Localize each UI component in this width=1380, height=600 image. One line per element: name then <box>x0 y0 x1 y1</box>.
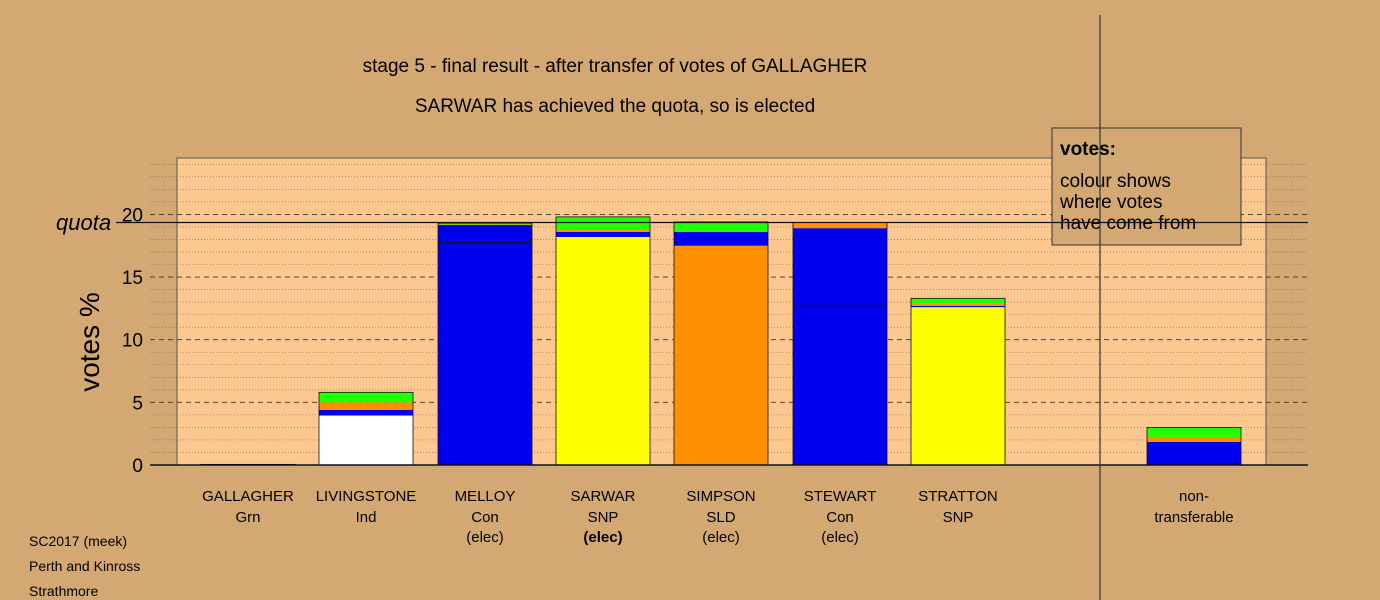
y-tick-label-0: 0 <box>132 456 143 477</box>
bar-segment-4-1 <box>674 231 768 246</box>
y-axis-label: votes % <box>74 292 105 392</box>
bar-segment-1-2 <box>319 402 413 410</box>
category-name-2: MELLOY <box>455 488 516 505</box>
bar-segment-7-0 <box>1147 441 1241 465</box>
category-name-6: STRATTON <box>918 488 997 505</box>
bar-segment-1-0 <box>319 415 413 465</box>
bar-segment-6-1 <box>911 305 1005 308</box>
bar-segment-1-3 <box>319 392 413 403</box>
bar-segment-6-2 <box>911 303 1005 306</box>
bar-non <box>1146 427 1242 466</box>
category-name-4: SIMPSON <box>686 488 755 505</box>
bar-segment-3-2 <box>556 229 650 232</box>
category-name-7: non- <box>1179 488 1209 505</box>
legend-line-2: where votes <box>1059 192 1162 213</box>
bar-segment-1-1 <box>319 409 413 416</box>
bar-segment-7-1 <box>1147 436 1241 442</box>
category-party-6: SNP <box>943 509 974 526</box>
category-party-1: Ind <box>356 509 377 526</box>
bar-segment-6-3 <box>911 298 1005 304</box>
bar-segment-7-2 <box>1147 427 1241 437</box>
bar-segment-3-3 <box>556 216 650 230</box>
bar-segment-3-1 <box>556 231 650 237</box>
bar-melloy <box>437 222 533 466</box>
category-party-0: Grn <box>235 509 260 526</box>
bar-segment-5-2 <box>793 222 887 224</box>
bar-stewart <box>792 222 888 466</box>
chart-subtitle: SARWAR has achieved the quota, so is ele… <box>415 96 815 117</box>
category-status-4: (elec) <box>702 529 740 546</box>
category-status-3: (elec) <box>583 529 622 546</box>
category-name-1: LIVINGSTONE <box>316 488 417 505</box>
bar-stratton <box>910 297 1006 466</box>
legend-line-3: have come from <box>1060 213 1196 234</box>
quota-label: quota <box>56 210 111 235</box>
category-party-3: SNP <box>588 509 619 526</box>
bar-segment-2-1 <box>438 224 532 226</box>
bar-livingstone <box>318 391 414 466</box>
bar-segment-6-0 <box>911 307 1005 465</box>
category-party-2: Con <box>471 509 499 526</box>
category-name-0: GALLAGHER <box>202 488 294 505</box>
bars <box>200 216 1242 466</box>
category-status-5: (elec) <box>821 529 859 546</box>
legend-heading: votes: <box>1060 139 1116 160</box>
footer-line-2: Perth and Kinross <box>29 558 140 574</box>
y-tick-label-3: 15 <box>122 268 143 289</box>
category-name-5: STEWART <box>804 488 877 505</box>
footer-line-1: SC2017 (meek) <box>29 533 127 549</box>
category-party-5: Con <box>826 509 854 526</box>
category-labels: GALLAGHER Grn LIVINGSTONE Ind MELLOY Con (elec… <box>202 488 1233 546</box>
axes: 0 5 10 15 20 <box>122 205 1308 477</box>
bar-segment-5-1 <box>793 223 887 229</box>
y-tick-label-1: 5 <box>132 393 143 414</box>
category-status-2: (elec) <box>466 529 504 546</box>
chart-title: stage 5 - final result - after transfer … <box>363 56 868 77</box>
bar-segment-5-0 <box>793 228 887 465</box>
bar-segment-4-2 <box>674 221 768 232</box>
legend-line-1: colour shows <box>1060 171 1171 192</box>
y-tick-label-2: 10 <box>122 331 143 352</box>
bar-segment-2-2 <box>438 223 532 225</box>
legend-box: votes: colour shows where votes have com… <box>1051 127 1242 246</box>
bar-sarwar <box>555 216 651 466</box>
bar-segment-2-0 <box>438 225 532 465</box>
category-party-4: SLD <box>706 509 735 526</box>
y-tick-label-4: 20 <box>122 205 143 226</box>
bar-segment-4-0 <box>674 245 768 465</box>
footer-line-3: Strathmore <box>29 583 98 599</box>
category-name-3: SARWAR <box>570 488 635 505</box>
category-party-7: transferable <box>1154 509 1233 526</box>
bar-segment-3-0 <box>556 236 650 465</box>
bar-simpson <box>673 221 769 466</box>
